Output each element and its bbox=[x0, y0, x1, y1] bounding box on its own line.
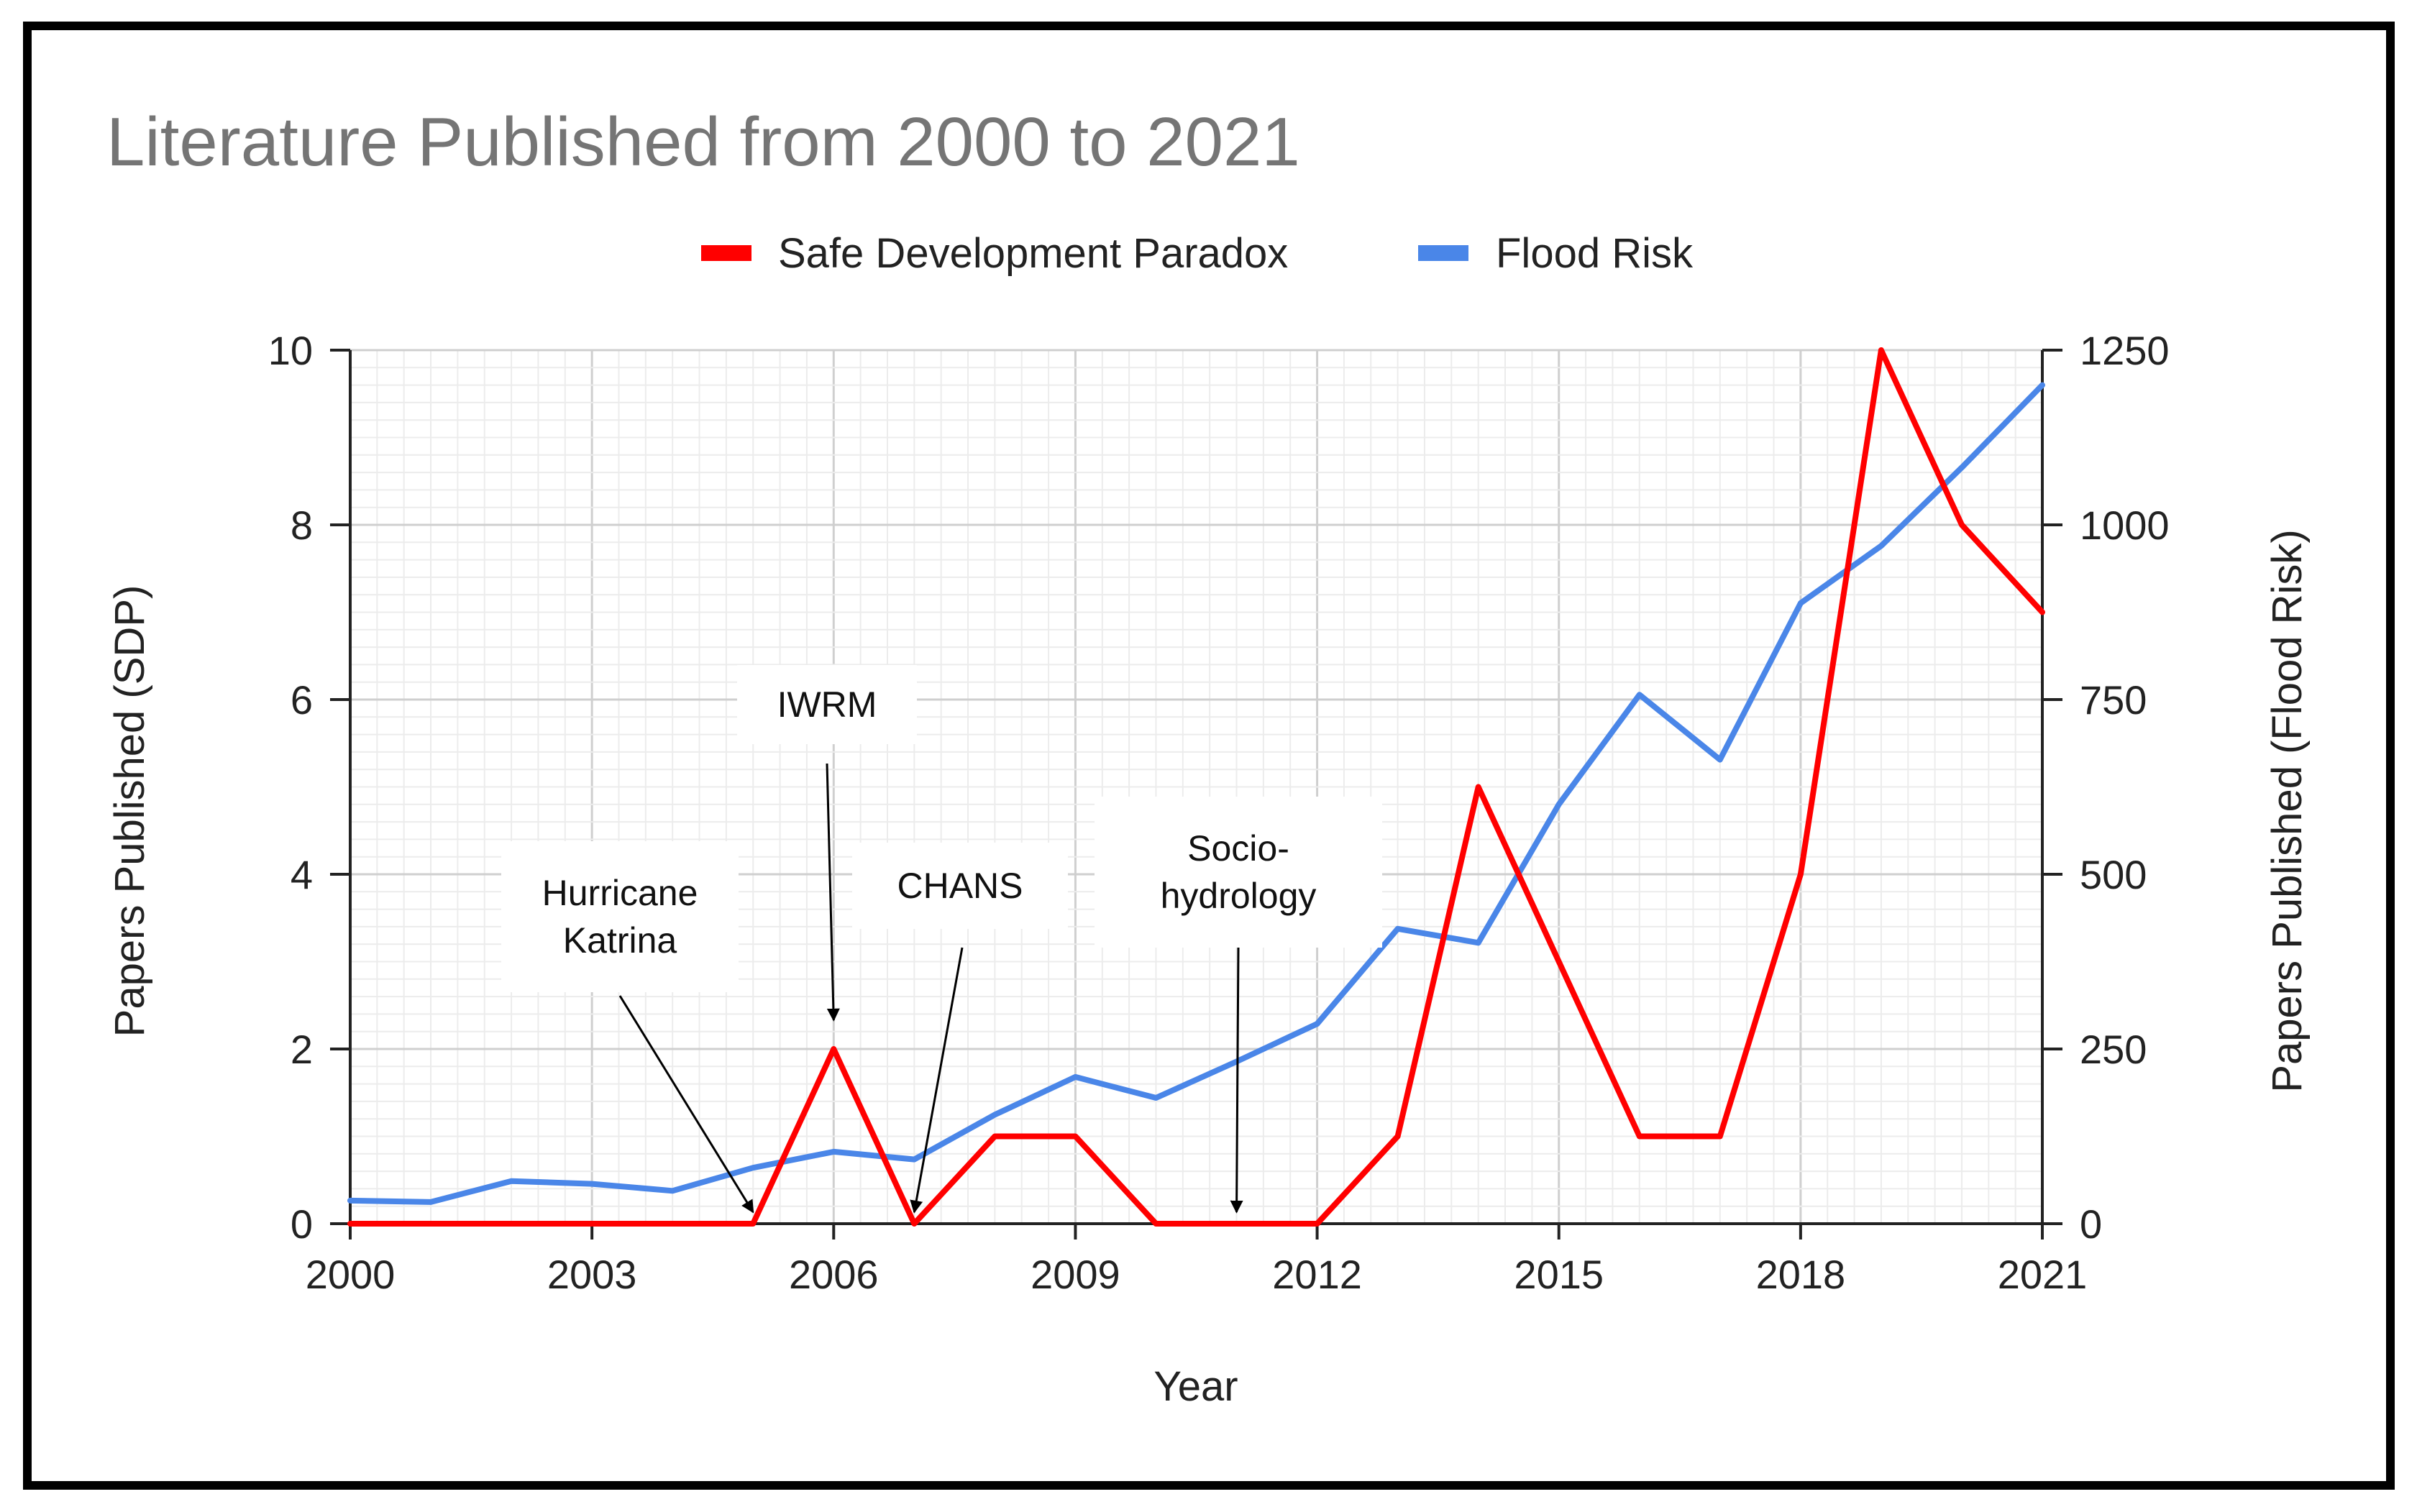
annotation: Socio-hydrology bbox=[1095, 797, 1382, 1214]
x-tick-label: 2009 bbox=[1031, 1252, 1120, 1297]
annotation: CHANS bbox=[852, 843, 1068, 1214]
chart-title: Literature Published from 2000 to 2021 bbox=[106, 104, 1300, 180]
annotations: Hurricane Katrina IWRM CHANS Socio-hydrology bbox=[501, 665, 1382, 1214]
annotation-arrow bbox=[1230, 947, 1243, 1214]
y-tick-right-label: 250 bbox=[2080, 1027, 2147, 1072]
x-tick-label: 2003 bbox=[547, 1252, 637, 1297]
x-tick-label: 2015 bbox=[1514, 1252, 1604, 1297]
annotation-arrow bbox=[910, 947, 964, 1214]
annotation: IWRM bbox=[737, 665, 917, 1022]
x-tick-label: 2021 bbox=[1998, 1252, 2088, 1297]
x-tick-label: 2006 bbox=[789, 1252, 879, 1297]
annotation-label: Katrina bbox=[563, 920, 677, 961]
x-tick-label: 2000 bbox=[306, 1252, 396, 1297]
y-axis-label-left: Papers Published (SDP) bbox=[106, 585, 153, 1037]
tick-labels: 0 2 4 6 8 10 0 250 500 750 1000 1250 2000 2003 2006 200… bbox=[268, 328, 2170, 1297]
series-line-flood-risk bbox=[347, 382, 2045, 1205]
annotation-label: Socio- bbox=[1187, 828, 1289, 869]
annotation-label: CHANS bbox=[897, 866, 1023, 906]
annotation: Hurricane Katrina bbox=[501, 841, 754, 1214]
x-tick-label: 2018 bbox=[1756, 1252, 1846, 1297]
annotation-label: IWRM bbox=[777, 684, 877, 725]
annotation-box bbox=[501, 841, 739, 992]
annotation-box bbox=[1095, 797, 1382, 948]
series-line-sdp bbox=[347, 347, 2045, 1227]
y-tick-right-label: 750 bbox=[2080, 677, 2147, 723]
y-tick-left-label: 4 bbox=[291, 852, 313, 897]
annotation-label: hydrology bbox=[1161, 876, 1317, 916]
annotation-box bbox=[852, 843, 1068, 929]
legend-swatch-flood-risk bbox=[1418, 245, 1468, 261]
annotation-label: Hurricane bbox=[542, 873, 698, 913]
annotation-arrow bbox=[618, 995, 754, 1214]
legend-swatch-sdp bbox=[701, 245, 751, 261]
y-tick-left-label: 8 bbox=[291, 503, 313, 548]
x-tick-label: 2012 bbox=[1272, 1252, 1362, 1297]
y-tick-right-label: 1250 bbox=[2080, 328, 2170, 373]
y-tick-left-label: 10 bbox=[268, 328, 313, 373]
y-tick-left-label: 2 bbox=[291, 1027, 313, 1072]
legend-label-sdp: Safe Development Paradox bbox=[778, 230, 1288, 277]
chart-frame bbox=[23, 22, 2395, 1490]
legend-label-flood-risk: Flood Risk bbox=[1496, 230, 1694, 277]
annotation-box bbox=[737, 665, 917, 744]
y-tick-right-label: 500 bbox=[2080, 852, 2147, 897]
y-tick-left-label: 0 bbox=[291, 1201, 313, 1247]
y-axis-label-right: Papers Published (Flood Risk) bbox=[2264, 529, 2311, 1092]
y-tick-right-label: 1000 bbox=[2080, 503, 2170, 548]
legend: Safe Development Paradox Flood Risk bbox=[701, 230, 1694, 277]
y-tick-right-label: 0 bbox=[2080, 1201, 2102, 1247]
y-tick-left-label: 6 bbox=[291, 677, 313, 723]
series-lines bbox=[347, 347, 2045, 1227]
x-axis-label: Year bbox=[1153, 1363, 1238, 1410]
annotation-arrow bbox=[826, 763, 840, 1022]
